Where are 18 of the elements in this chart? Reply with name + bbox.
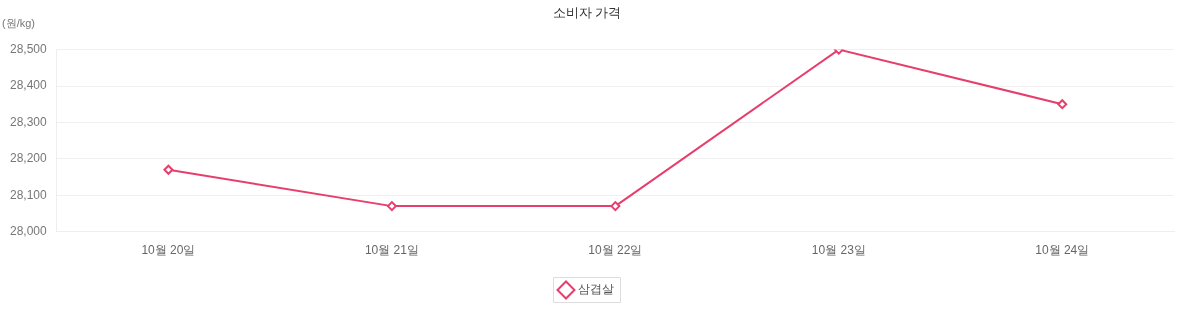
point xyxy=(163,164,174,175)
y-tick-label: 28,300 xyxy=(10,114,48,129)
point xyxy=(386,201,397,212)
y-tick-label: 28,400 xyxy=(10,78,48,93)
y-axis-title: (원/kg) xyxy=(2,16,35,29)
y-tick-label: 28,200 xyxy=(10,151,48,166)
x-tick-label: 10월 24일 xyxy=(1035,243,1090,258)
y-tick-label: 28,000 xyxy=(10,223,48,238)
point xyxy=(1057,99,1068,110)
y-tick-label: 28,500 xyxy=(10,41,48,56)
x-tick-label: 10월 20일 xyxy=(141,243,196,258)
x-tick-label: 10월 23일 xyxy=(811,243,866,258)
x-tick-label: 10월 22일 xyxy=(588,243,643,258)
chart-title: 소비자 가격 xyxy=(552,5,622,21)
point xyxy=(610,201,621,212)
x-tick-label: 10월 21일 xyxy=(364,243,419,258)
legend-label: 삼겹살 xyxy=(578,282,614,297)
y-tick-label: 28,100 xyxy=(10,187,48,202)
